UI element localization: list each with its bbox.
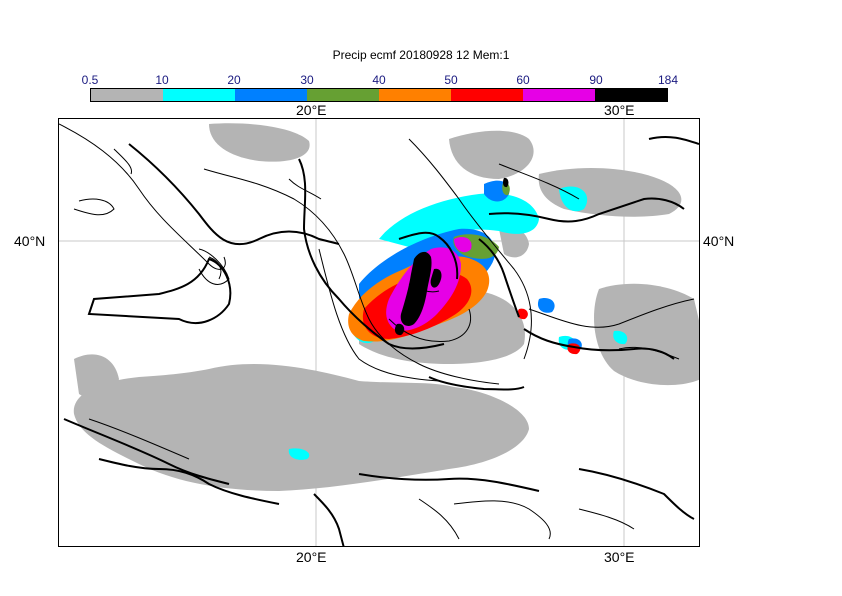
precip-gray-regions [73, 123, 699, 491]
legend-label-4: 40 [372, 73, 386, 87]
color-legend [90, 88, 668, 102]
legend-label-8: 184 [657, 73, 679, 87]
legend-swatch-7 [595, 89, 667, 101]
lon-label-top-20e: 20°E [296, 102, 327, 118]
legend-swatch-6 [523, 89, 595, 101]
lon-label-bottom-30e: 30°E [604, 549, 635, 565]
legend-label-1: 10 [155, 73, 169, 87]
lat-label-left-40n: 40°N [14, 233, 46, 249]
legend-label-5: 50 [444, 73, 458, 87]
legend-label-6: 60 [516, 73, 530, 87]
map-title: Precip ecmf 20180928 12 Mem:1 [332, 48, 510, 62]
lon-label-top-30e: 30°E [604, 102, 635, 118]
map-canvas [59, 119, 699, 546]
coastlines [59, 123, 695, 540]
legend-swatch-0 [91, 89, 163, 101]
legend-label-3: 30 [300, 73, 314, 87]
legend-swatch-5 [451, 89, 523, 101]
legend-swatch-3 [307, 89, 379, 101]
lat-label-right-40n: 40°N [703, 233, 735, 249]
legend-label-2: 20 [227, 73, 241, 87]
lon-label-bottom-20e: 20°E [296, 549, 327, 565]
legend-swatch-4 [379, 89, 451, 101]
legend-swatch-2 [235, 89, 307, 101]
country-borders [63, 135, 699, 546]
legend-label-7: 90 [589, 73, 603, 87]
legend-label-0: 0.5 [81, 73, 99, 87]
map-panel[interactable] [58, 118, 700, 547]
legend-swatch-1 [163, 89, 235, 101]
